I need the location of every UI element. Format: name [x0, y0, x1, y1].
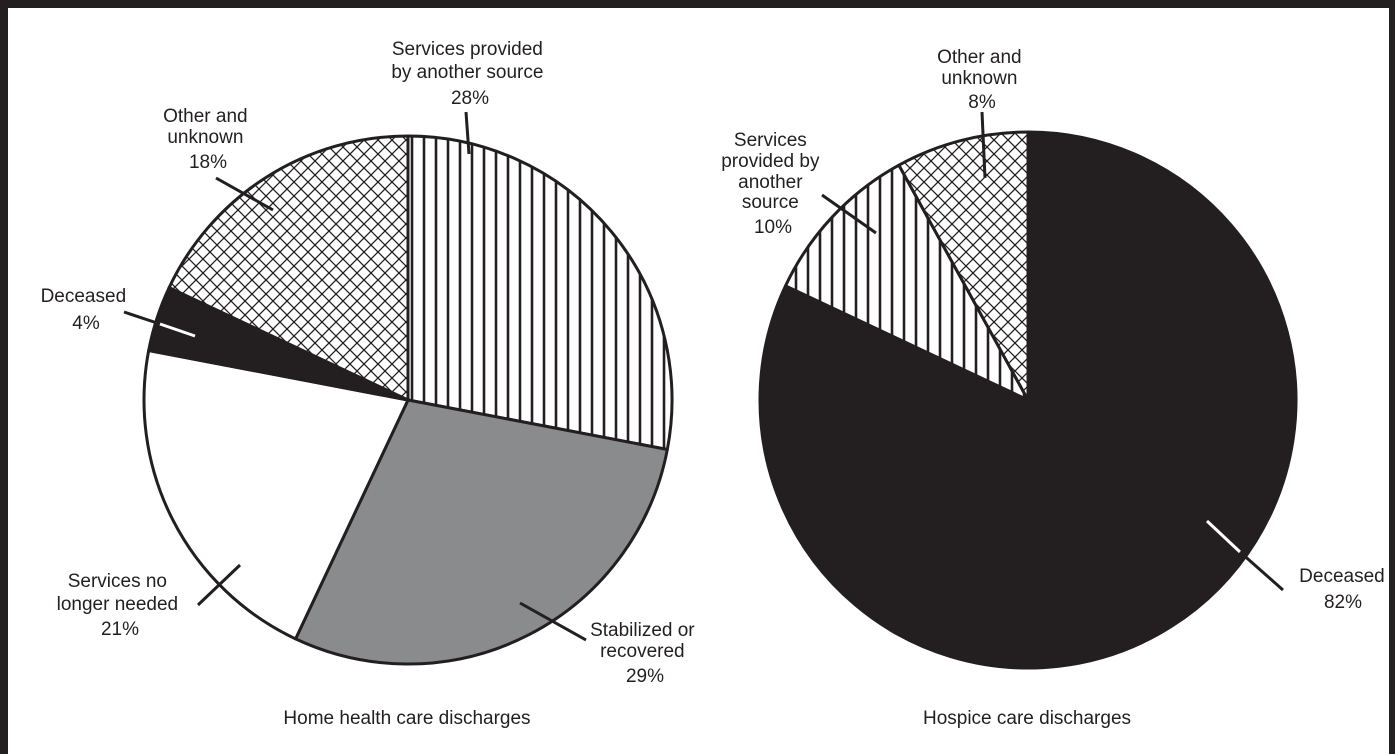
hospice-pie [758, 130, 1298, 670]
leader-hos-deceased-inner [1205, 519, 1242, 554]
caption-home-health: Home health care discharges [283, 708, 530, 729]
slice-hh-services-provided-by-another-source [406, 134, 674, 451]
leader-hh-services-another [464, 111, 471, 155]
slice-hos-other-and-unknown [897, 130, 1030, 402]
label-hh-other: Other and unknown 18% [163, 106, 253, 173]
leader-hh-stabilized [519, 601, 587, 642]
home-health-pie [142, 134, 674, 666]
label-hh-stabilized: Stabilized or recovered 29% [590, 620, 700, 687]
leader-hh-no-longer [196, 563, 242, 607]
leader-lines [123, 111, 1284, 642]
slice-hos-services-provided-by-another-source [784, 163, 1030, 402]
slice-hh-other-and-unknown [167, 134, 410, 402]
label-hh-deceased: Deceased 4% [41, 286, 132, 334]
label-hh-no-longer: Services no longer needed 21% [57, 571, 184, 640]
caption-hospice: Hospice care discharges [923, 708, 1131, 729]
label-hos-deceased: Deceased 82% [1299, 566, 1390, 613]
leader-hh-deceased-inner [159, 322, 196, 338]
slice-hh-stabilized-or-recovered [294, 398, 669, 666]
leader-hh-other [215, 176, 274, 212]
leader-hos-services-another [821, 193, 877, 235]
label-hos-services-another: Services provided by another source 10% [721, 130, 825, 238]
label-hh-services-another: Services provided by another source 28% [391, 39, 548, 109]
slice-hh-services-no-longer-needed [142, 349, 410, 641]
leader-hos-deceased [1239, 550, 1284, 592]
label-hos-other: Other and unknown 8% [937, 47, 1027, 113]
leader-hh-deceased [123, 310, 161, 326]
leader-hos-other [980, 111, 987, 179]
